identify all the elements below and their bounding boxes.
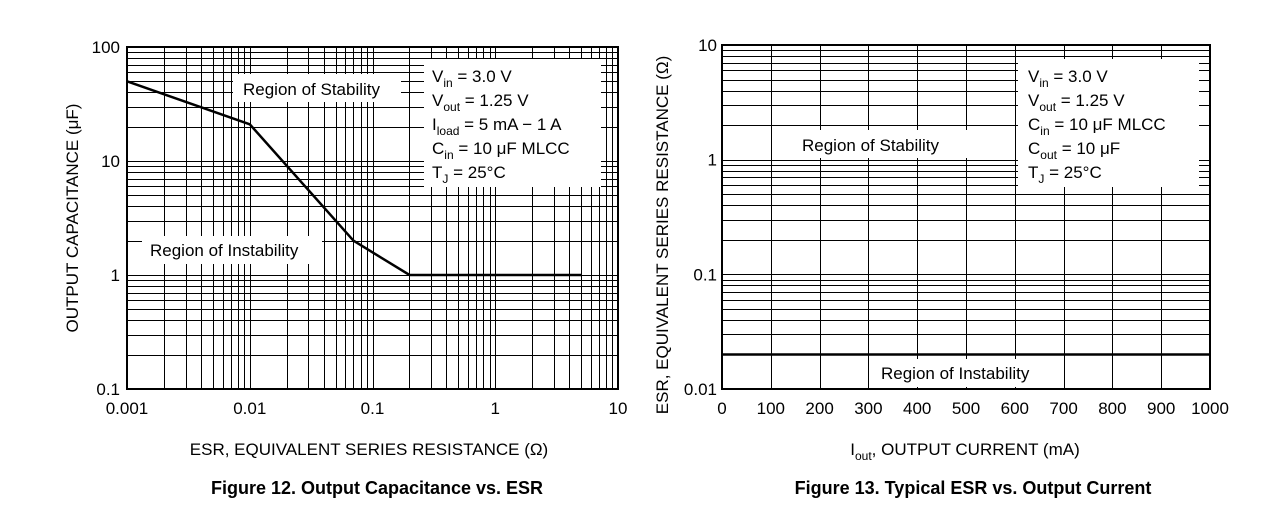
chart1-condition-4: TJ = 25°C	[432, 163, 506, 186]
chart2-x-tick-6: 600	[1001, 399, 1029, 418]
chart1-region-upper: Region of Stability	[243, 80, 381, 99]
chart2-x-tick-2: 200	[805, 399, 833, 418]
chart1-x-tick-2: 0.1	[361, 399, 385, 418]
chart1-y-tick-3: 100	[92, 38, 120, 57]
chart2-x-tick-9: 900	[1147, 399, 1175, 418]
chart1-caption: Figure 12. Output Capacitance vs. ESR	[211, 478, 543, 498]
chart1-x-tick-3: 1	[491, 399, 500, 418]
chart2-caption: Figure 13. Typical ESR vs. Output Curren…	[795, 478, 1152, 498]
chart2-condition-4: TJ = 25°C	[1028, 163, 1102, 186]
chart1-conditions-box	[424, 59, 601, 187]
chart1-x-axis-label: ESR, EQUIVALENT SERIES RESISTANCE (Ω)	[190, 440, 548, 459]
chart1-y-tick-0: 0.1	[96, 380, 120, 399]
chart2-x-tick-8: 800	[1098, 399, 1126, 418]
chart-typical-esr-vs-output-current: 0 100 200 300 400 500 600 700 800 900 1000 0.01 0.1…	[653, 36, 1229, 498]
chart2-region-upper: Region of Stability	[802, 136, 940, 155]
chart2-x-tick-10: 1000	[1191, 399, 1229, 418]
chart2-conditions-box	[1018, 59, 1199, 187]
chart2-region-lower-bg	[871, 359, 1056, 387]
chart1-plot-frame	[126, 46, 619, 390]
chart1-x-tick-1: 0.01	[233, 399, 266, 418]
chart2-x-tick-3: 300	[854, 399, 882, 418]
chart1-region-upper-bg	[233, 74, 401, 102]
chart1-region-lower: Region of Instability	[150, 241, 299, 260]
chart1-series-line-0	[126, 80, 581, 277]
chart2-condition-1: Vout = 1.25 V	[1028, 91, 1125, 114]
chart1-series	[126, 80, 581, 277]
chart1-x-tick-4: 10	[609, 399, 628, 418]
chart2-region-lower: Region of Instability	[881, 364, 1030, 383]
chart1-y-ticks: 0.1 1 10 100	[92, 38, 120, 399]
chart2-condition-0: Vin = 3.0 V	[1028, 67, 1108, 90]
chart2-y-tick-2: 1	[708, 151, 717, 170]
chart1-x-tick-0: 0.001	[106, 399, 149, 418]
chart2-x-ticks: 0 100 200 300 400 500 600 700 800 900 1000	[717, 399, 1229, 418]
chart2-y-ticks: 0.01 0.1 1 10	[684, 36, 717, 399]
chart2-plot-frame	[721, 44, 1211, 390]
chart2-y-tick-0: 0.01	[684, 380, 717, 399]
chart2-x-tick-1: 100	[757, 399, 785, 418]
chart-output-capacitance-vs-esr: 0.001 0.01 0.1 1 10 0.1 1 10 100 Region of Stab…	[63, 38, 627, 498]
chart2-x-tick-7: 700	[1049, 399, 1077, 418]
chart1-y-tick-1: 1	[111, 266, 120, 285]
chart2-condition-3: Cout = 10 μF	[1028, 139, 1120, 162]
chart2-region-upper-bg	[792, 130, 967, 158]
chart1-y-axis-label: OUTPUT CAPACITANCE (μF)	[63, 104, 82, 333]
chart2-x-tick-4: 400	[903, 399, 931, 418]
chart2-y-tick-3: 10	[698, 36, 717, 55]
chart1-x-ticks: 0.001 0.01 0.1 1 10	[106, 399, 628, 418]
chart2-x-tick-0: 0	[717, 399, 726, 418]
chart2-y-axis-label: ESR, EQUIVALENT SERIES RESISTANCE (Ω)	[653, 56, 672, 414]
chart1-y-tick-2: 10	[101, 152, 120, 171]
chart1-region-lower-bg	[142, 236, 322, 264]
chart2-x-tick-5: 500	[952, 399, 980, 418]
chart1-condition-3: Cin = 10 μF MLCC	[432, 139, 570, 162]
chart2-x-axis-label: Iout, OUTPUT CURRENT (mA)	[850, 440, 1080, 463]
chart1-condition-0: Vin = 3.0 V	[432, 67, 512, 90]
chart1-condition-1: Vout = 1.25 V	[432, 91, 529, 114]
chart2-condition-2: Cin = 10 μF MLCC	[1028, 115, 1166, 138]
chart2-y-tick-1: 0.1	[693, 265, 717, 284]
chart1-condition-2: Iload = 5 mA − 1 A	[432, 115, 562, 138]
